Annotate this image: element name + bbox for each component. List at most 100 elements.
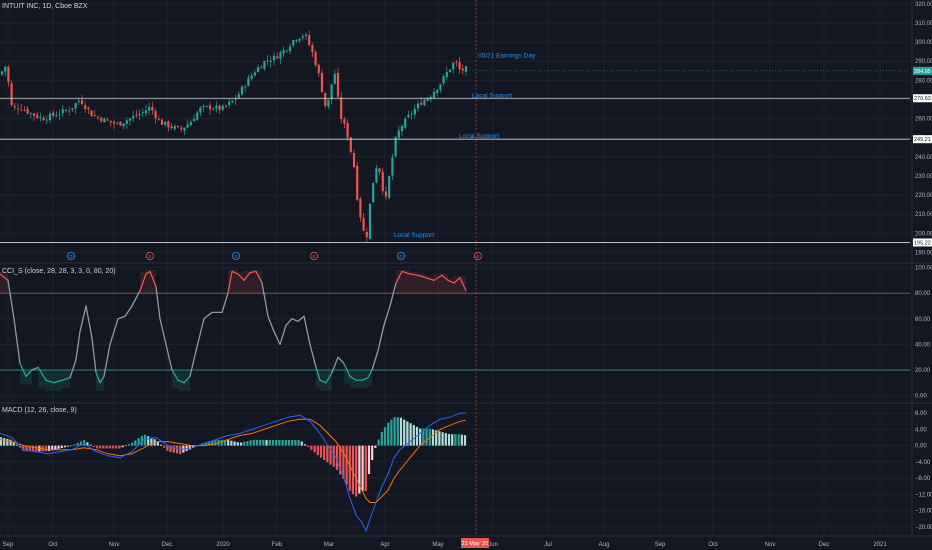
candle-body — [39, 117, 42, 119]
macd-histogram-bar — [111, 445, 115, 449]
support-price-label: 270.63 — [914, 96, 931, 102]
cci-segment — [37, 366, 47, 381]
macd-histogram-bar — [255, 439, 259, 446]
candle-body — [167, 121, 170, 128]
candle-body — [202, 106, 205, 107]
macd-histogram-bar — [300, 441, 303, 446]
macd-histogram-bar — [207, 441, 211, 446]
macd-histogram-bar — [409, 423, 412, 446]
cci-segment — [165, 343, 173, 371]
price-tick-label: 300.00 — [915, 40, 932, 46]
candle-body — [292, 40, 295, 46]
event-marker-circle — [145, 251, 154, 260]
cci-segment — [401, 270, 411, 275]
annotation-support-3: Local Support — [394, 232, 434, 239]
candle-body — [45, 119, 48, 121]
macd-histogram-bar — [332, 445, 335, 467]
macd-histogram-bar — [19, 445, 22, 448]
candle-body — [461, 68, 464, 71]
cci-oversold-fill — [62, 369, 70, 389]
macd-histogram-bar — [83, 440, 86, 446]
cci-segment — [231, 270, 239, 275]
macd-histogram-bar — [3, 438, 6, 446]
candle-body — [304, 34, 308, 36]
macd-histogram-bar — [163, 445, 166, 448]
candle-body — [103, 118, 106, 123]
candle-body — [448, 69, 452, 73]
cci-segment — [13, 318, 21, 365]
macd-histogram-bar — [393, 417, 396, 446]
macd-histogram-bar — [67, 445, 70, 447]
candle-body — [196, 112, 199, 120]
macd-histogram-bar — [287, 439, 291, 446]
macd-histogram-bar — [211, 440, 214, 446]
macd-histogram-bar — [425, 428, 428, 446]
macd-histogram-bar — [326, 445, 329, 463]
candle-body — [154, 111, 157, 119]
macd-histogram-bar — [121, 445, 124, 448]
cci-segment — [53, 379, 63, 384]
cci-segment — [189, 350, 197, 378]
cci-oversold-fill — [368, 369, 372, 386]
candle-body — [404, 118, 407, 128]
candle-body — [74, 103, 77, 109]
support-price-label: 249.21 — [914, 137, 931, 143]
cci-segment — [441, 274, 449, 282]
macd-histogram-bar — [76, 442, 79, 446]
macd-histogram-bar — [358, 445, 361, 494]
candle-body — [455, 61, 458, 63]
cci-tick-label: 100.00 — [915, 266, 932, 272]
macd-pane[interactable] — [0, 412, 467, 533]
macd-tick-label: −20.00 — [915, 525, 932, 531]
event-marker-earnings: E — [145, 251, 154, 260]
macd-histogram-bar — [134, 440, 137, 446]
candle-body — [212, 108, 215, 110]
candle-body — [458, 61, 461, 70]
candle-body — [151, 106, 154, 111]
annotation-support-2: Local Support — [459, 133, 499, 140]
candle-body — [42, 118, 45, 121]
candle-body — [432, 91, 436, 98]
macd-histogram-bar — [364, 445, 367, 492]
candle-body — [215, 105, 218, 109]
candle-body — [48, 113, 52, 121]
candle-body — [346, 122, 349, 138]
cci-segment — [159, 318, 167, 346]
candle-body — [311, 45, 314, 53]
candle-body — [68, 110, 71, 112]
candle-body — [29, 112, 32, 114]
macd-histogram-bar — [335, 445, 339, 470]
candle-body — [442, 76, 445, 84]
support-price-label-box — [913, 135, 932, 144]
cci-segment — [371, 350, 379, 371]
macd-histogram-bar — [73, 444, 76, 446]
current-date-box — [461, 538, 489, 548]
cci-segment — [331, 356, 339, 374]
macd-histogram-bar — [70, 445, 73, 447]
cci-oversold-fill — [100, 369, 104, 391]
price-tick-label: 310.00 — [915, 21, 932, 27]
macd-signal-line — [0, 418, 467, 503]
macd-histogram-bar — [281, 439, 284, 446]
event-marker-earnings: E — [309, 251, 318, 260]
macd-histogram-bar — [236, 442, 239, 446]
cci-overbought-fill — [146, 269, 150, 294]
candle-body — [272, 55, 276, 61]
event-marker-circle — [473, 251, 482, 260]
candle-body — [365, 232, 368, 238]
macd-histogram-bar — [95, 445, 99, 449]
macd-histogram-bar — [406, 421, 409, 446]
cci-segment — [69, 359, 77, 379]
cci-segment — [395, 270, 403, 284]
cci-segment — [303, 315, 311, 346]
cci-oversold-fill — [172, 369, 178, 389]
macd-histogram-bar — [345, 445, 348, 485]
main-pane[interactable]: 05/21 Earnings Day Local Support Local Sup… — [0, 30, 910, 260]
candle-body — [244, 86, 247, 88]
cci-pane[interactable] — [0, 269, 910, 391]
candle-body — [391, 157, 394, 176]
macd-tick-label: −8.00 — [915, 476, 931, 482]
macd-histogram-bar — [175, 445, 179, 454]
